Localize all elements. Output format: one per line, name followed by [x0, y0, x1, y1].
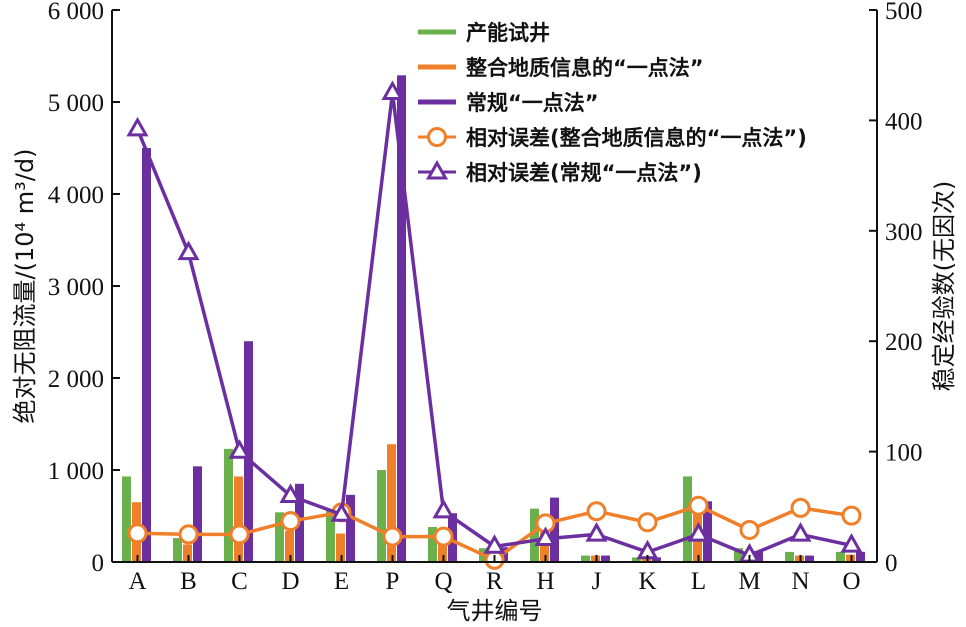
x-tick-label-N: N	[791, 568, 809, 595]
y-tick-label: 1 000	[48, 458, 104, 485]
bar-2-J	[601, 555, 610, 562]
y2-tick-label: 200	[885, 329, 923, 356]
legend-label-3: 相对误差(整合地质信息的“一点法”)	[466, 126, 807, 150]
bar-1-D	[285, 530, 294, 562]
x-tick-label-O: O	[842, 568, 860, 595]
y2-tick-label: 400	[885, 108, 923, 135]
x-tick-label-P: P	[386, 568, 400, 595]
x-tick-label-M: M	[738, 568, 760, 595]
legend-marker-triangle	[425, 159, 449, 180]
x-tick-label-L: L	[691, 568, 706, 595]
bar-0-K	[632, 557, 641, 562]
bar-2-O	[856, 551, 865, 562]
point-triangle-J	[585, 522, 608, 542]
bar-0-E	[326, 510, 335, 562]
point-circle-L	[688, 495, 709, 516]
legend-label-0: 产能试井	[466, 21, 550, 45]
point-circle-A	[127, 523, 148, 544]
point-triangle-O	[840, 533, 863, 553]
bar-0-M	[734, 548, 743, 562]
bar-0-O	[836, 551, 845, 562]
bar-2-N	[805, 555, 814, 562]
point-triangle-Q	[432, 498, 455, 519]
point-triangle-H	[534, 526, 557, 547]
point-triangle-D	[279, 483, 302, 503]
y2-tick-label: 500	[885, 0, 923, 25]
legend-marker-circle	[427, 127, 447, 147]
legend-label-1: 整合地质信息的“一点法”	[466, 56, 704, 80]
point-triangle-P	[381, 80, 404, 100]
bar-0-D	[275, 512, 284, 562]
bar-0-J	[581, 555, 590, 562]
bar-2-K	[652, 557, 661, 562]
x-tick-label-A: A	[128, 568, 146, 595]
legend-label-2: 常规“一点法”	[466, 91, 599, 115]
x-tick-label-C: C	[231, 568, 248, 595]
y-axis-title: 绝对无阻流量/(10⁴ m³/d)	[11, 149, 39, 424]
point-circle-B	[178, 524, 199, 545]
x-tick-label-D: D	[281, 568, 299, 595]
x-tick-label-H: H	[536, 568, 554, 595]
point-circle-O	[841, 505, 862, 526]
point-triangle-C	[228, 439, 251, 459]
bar-0-Q	[428, 527, 437, 562]
y2-axis-title: 稳定经验数(无因次)	[930, 181, 958, 392]
y2-tick-label: 300	[885, 219, 923, 246]
x-axis-title: 气井编号	[447, 597, 543, 625]
bar-2-L	[703, 501, 712, 562]
y2-tick-label: 100	[885, 440, 923, 467]
x-tick-label-Q: Q	[434, 568, 452, 595]
bar-0-N	[785, 551, 794, 562]
point-circle-N	[790, 497, 811, 518]
axes-layer: 0 1 000 2 000 3 000 4 000 5 000 6 000 0 100 200 30…	[11, 0, 958, 625]
bar-1-E	[336, 533, 345, 562]
point-triangle-B	[177, 240, 200, 261]
x-tick-label-B: B	[180, 568, 197, 595]
point-triangle-L	[687, 522, 710, 542]
point-circle-M	[739, 519, 760, 540]
y-tick-label: 5 000	[48, 90, 104, 117]
point-circle-J	[586, 501, 607, 522]
y2-tick-label: 0	[885, 550, 898, 577]
point-circle-D	[280, 511, 301, 532]
x-tick-label-E: E	[334, 568, 349, 595]
bar-1-Q	[438, 535, 447, 562]
bar-2-A	[142, 148, 151, 562]
point-circle-K	[637, 512, 658, 533]
bar-0-P	[377, 470, 386, 562]
x-tick-label-R: R	[486, 568, 503, 595]
bar-1-B	[183, 544, 192, 562]
point-triangle-R	[483, 534, 506, 554]
bar-0-C	[224, 448, 233, 562]
y-tick-label: 2 000	[48, 366, 104, 393]
bar-2-B	[193, 466, 202, 562]
point-circle-Q	[433, 526, 454, 547]
bar-0-L	[683, 476, 692, 562]
point-circle-P	[382, 526, 403, 547]
point-circle-C	[229, 524, 250, 545]
bar-2-E	[346, 494, 355, 562]
bar-0-A	[122, 476, 131, 562]
y-tick-label: 6 000	[48, 0, 104, 25]
bar-2-H	[550, 497, 559, 562]
point-triangle-E	[330, 502, 353, 522]
legend-label-4: 相对误差(常规“一点法”)	[466, 161, 702, 185]
bar-0-B	[173, 538, 182, 562]
point-triangle-N	[789, 522, 812, 542]
bar-1-P	[387, 444, 396, 562]
y-tick-label: 4 000	[48, 182, 104, 209]
x-tick-label-J: J	[592, 568, 602, 595]
bar-2-C	[244, 341, 253, 562]
x-tick-label-K: K	[638, 568, 656, 595]
bar-0-H	[530, 508, 539, 562]
y-tick-label: 0	[92, 550, 105, 577]
bar-2-P	[397, 75, 406, 562]
point-triangle-A	[126, 116, 149, 137]
y-tick-label: 3 000	[48, 274, 104, 301]
bar-2-M	[754, 550, 763, 562]
bar-1-C	[234, 476, 243, 562]
